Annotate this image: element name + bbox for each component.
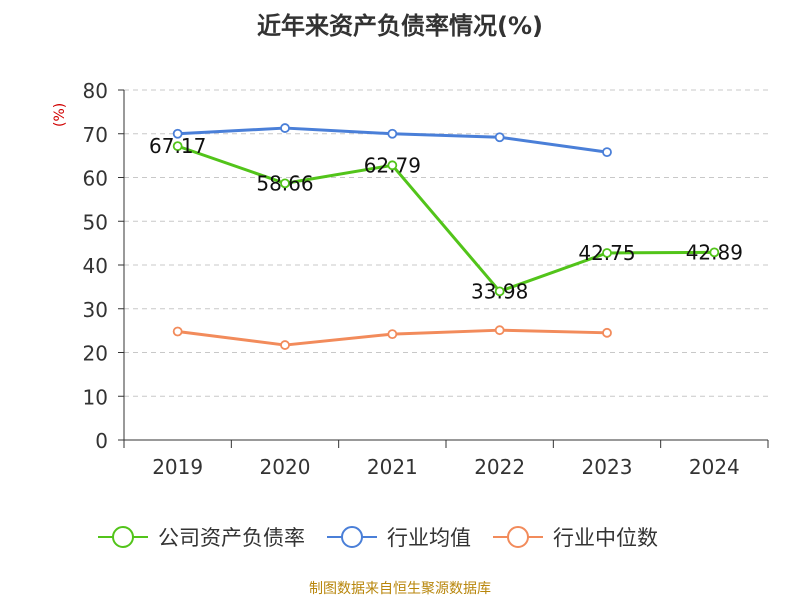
x-tick-label: 2019 [152, 455, 203, 479]
x-tick-label: 2023 [582, 455, 633, 479]
legend-label: 公司资产负债率 [158, 526, 305, 550]
y-tick-label: 10 [83, 385, 108, 409]
data-point [172, 141, 183, 152]
data-point [494, 286, 505, 297]
data-label: 42.75 [578, 241, 635, 265]
data-point [280, 340, 290, 350]
data-point [602, 327, 612, 338]
data-point [387, 329, 398, 340]
chart-title: 近年来资产负债率情况(%) [257, 12, 543, 40]
legend-marker [112, 526, 134, 548]
legend-item-0: 公司资产负债率 [98, 526, 305, 550]
data-point [602, 147, 612, 158]
source-note: 制图数据来自恒生聚源数据库 [309, 581, 491, 597]
data-point [387, 160, 398, 171]
y-tick-label: 70 [83, 123, 108, 147]
legend-label: 行业中位数 [553, 526, 658, 550]
series-line [177, 144, 715, 293]
y-tick-label: 20 [83, 342, 108, 366]
y-tick-label: 30 [83, 298, 108, 322]
data-point [280, 178, 290, 189]
axes: 0 10 20 30 40 50 60 70 80 2019 2020 2021 2022 2023 202… [83, 79, 769, 479]
y-tick-label: 0 [95, 429, 108, 453]
data-label: 42.89 [686, 240, 743, 264]
x-tick-label: 2021 [367, 455, 418, 479]
data-point [494, 132, 505, 143]
series-2 [172, 325, 612, 350]
legend-marker [341, 526, 363, 548]
data-point [172, 128, 183, 139]
data-label: 58.66 [256, 171, 313, 195]
legend-label: 行业均值 [387, 526, 471, 550]
legend-marker [507, 526, 529, 548]
data-label: 67.17 [149, 134, 206, 158]
legend-item-1: 行业均值 [327, 526, 471, 550]
y-tick-label: 80 [83, 79, 108, 103]
data-point [602, 248, 612, 258]
x-tick-label: 2024 [689, 455, 740, 479]
x-tick-label: 2022 [474, 455, 525, 479]
series-layer: 67.17 58.66 62.79 33.98 42.75 42.89 [149, 123, 743, 350]
data-label: 33.98 [471, 279, 528, 303]
legend: 公司资产负债率 行业均值 行业中位数 [98, 526, 658, 550]
data-point [709, 247, 720, 258]
y-tick-label: 40 [83, 254, 108, 278]
series-1 [172, 123, 612, 158]
series-0: 67.17 58.66 62.79 33.98 42.75 42.89 [149, 134, 743, 303]
data-point [280, 123, 290, 133]
data-point [494, 325, 505, 336]
data-point [387, 128, 398, 139]
y-tick-label: 60 [83, 167, 108, 191]
data-label: 62.79 [364, 153, 421, 177]
legend-item-2: 行业中位数 [493, 526, 658, 550]
y-tick-label: 50 [83, 210, 108, 234]
x-tick-label: 2020 [260, 455, 311, 479]
data-point [172, 326, 183, 337]
